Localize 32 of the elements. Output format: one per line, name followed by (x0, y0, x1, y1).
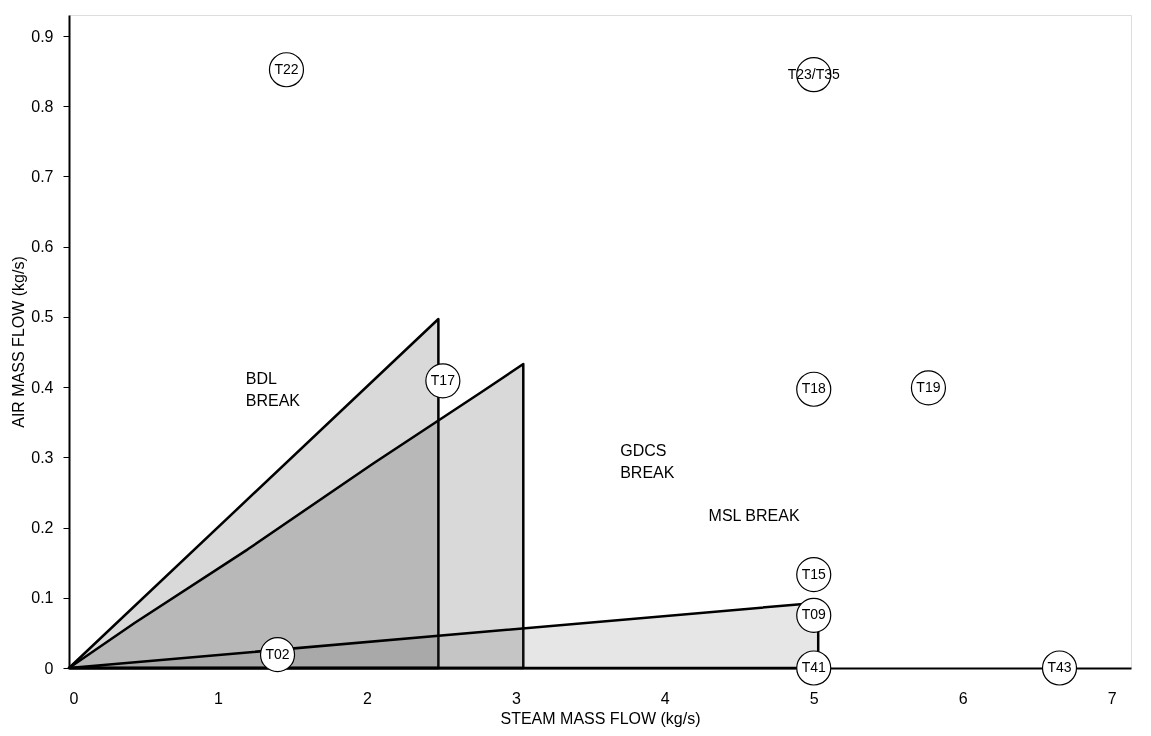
x-tick-label: 7 (1107, 689, 1117, 707)
y-tick-label: 0.9 (31, 27, 54, 45)
data-label: T43 (1047, 659, 1072, 675)
annotation: BDL BREAK (245, 370, 301, 409)
data-label: T09 (801, 606, 827, 623)
data-label: T41 (801, 659, 827, 675)
x-tick-label: 1 (213, 689, 223, 707)
data-label: T22 (274, 60, 299, 77)
annotation: MSL BREAK (708, 506, 800, 524)
x-tick-label: 4 (660, 689, 670, 707)
y-tick-label: 0.3 (31, 448, 54, 466)
data-label: T17 (430, 371, 456, 388)
data-label: T19 (916, 378, 941, 395)
x-tick-label: 6 (958, 689, 968, 707)
y-tick-label: 0.1 (31, 589, 54, 607)
y-tick-label: 0.4 (31, 378, 54, 396)
x-tick-label: 3 (511, 689, 521, 707)
y-tick-label: 0.5 (31, 308, 54, 326)
data-label: T18 (801, 380, 827, 397)
x-tick-label: 5 (809, 689, 819, 707)
y-tick-label: 0 (44, 659, 54, 677)
x-tick-label: 0 (69, 689, 79, 707)
y-tick-label: 0.2 (31, 519, 54, 537)
y-tick-label: 0.6 (31, 238, 54, 256)
y-tick-label: 0.8 (31, 97, 54, 115)
x-axis-title: STEAM MASS FLOW (kg/s) (500, 709, 701, 727)
y-tick-label: 0.7 (31, 167, 54, 185)
data-label: T15 (801, 565, 827, 582)
data-label: T02 (265, 645, 290, 662)
x-tick-label: 2 (362, 689, 372, 707)
y-axis-title: AIR MASS FLOW (kg/s) (10, 256, 28, 428)
annotation: GDCS BREAK (620, 441, 675, 481)
